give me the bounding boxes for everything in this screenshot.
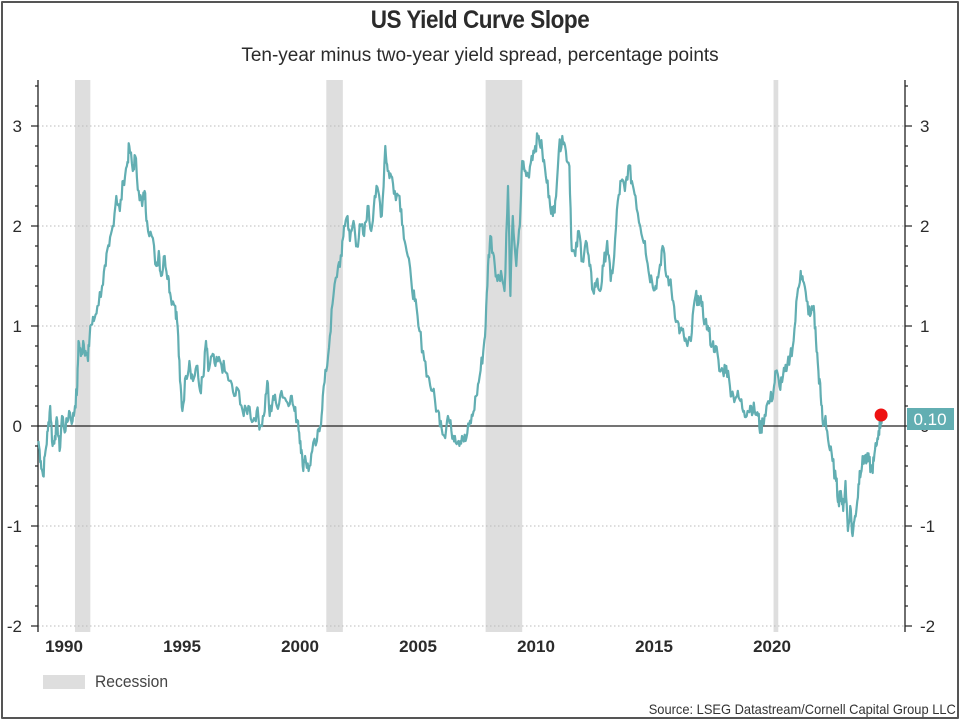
y-tick-label-right: 2 <box>920 217 929 236</box>
legend-recession-label: Recession <box>95 672 169 691</box>
y-tick-label-left: 2 <box>13 217 22 236</box>
y-tick-label-left: 3 <box>13 117 22 136</box>
source-note: Source: LSEG Datastream/Cornell Capital … <box>648 701 956 717</box>
x-tick-label: 2010 <box>517 637 555 656</box>
recession-band <box>773 80 779 632</box>
recession-band <box>326 80 343 632</box>
recession-bands <box>74 80 779 632</box>
y-tick-label-left: -2 <box>7 617 22 636</box>
axes: -2-2-1-100112233199019952000200520102015… <box>7 80 935 656</box>
x-tick-label: 1995 <box>163 637 201 656</box>
recession-band <box>485 80 523 632</box>
y-tick-label-left: 0 <box>13 417 22 436</box>
recession-band <box>74 80 91 632</box>
y-tick-label-right: 1 <box>920 317 929 336</box>
y-tick-label-left: 1 <box>13 317 22 336</box>
legend-recession-swatch <box>43 675 85 689</box>
end-value-label: 0.10 <box>913 410 946 429</box>
x-tick-label: 1990 <box>45 637 83 656</box>
series-line-spread <box>37 132 884 538</box>
y-tick-label-right: -1 <box>920 517 935 536</box>
end-value-label-box <box>907 408 954 430</box>
series-layer <box>37 132 884 538</box>
x-tick-label: 2015 <box>635 637 673 656</box>
chart-title: US Yield Curve Slope <box>370 6 590 34</box>
end-value-marker <box>874 408 888 422</box>
y-tick-label-left: -1 <box>7 517 22 536</box>
chart-subtitle: Ten-year minus two-year yield spread, pe… <box>241 45 719 66</box>
x-tick-label: 2020 <box>753 637 791 656</box>
legend: Recession <box>43 672 174 692</box>
x-tick-label: 2000 <box>281 637 319 656</box>
x-tick-label: 2005 <box>399 637 437 656</box>
y-tick-label-right: -2 <box>920 617 935 636</box>
end-marker-layer: 0.10 <box>874 408 954 430</box>
y-tick-label-right: 3 <box>920 117 929 136</box>
